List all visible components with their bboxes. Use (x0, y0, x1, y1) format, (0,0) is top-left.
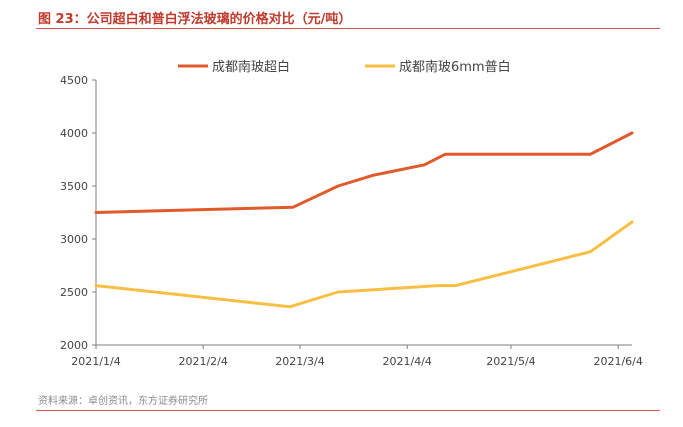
y-tick-label: 4000 (60, 127, 88, 140)
series-line-1 (94, 131, 634, 214)
x-tick-label: 2021/4/4 (383, 355, 432, 368)
chart-legend: 成都南玻超白 成都南玻6mm普白 (178, 59, 511, 75)
x-tick-label: 2021/3/4 (275, 355, 324, 368)
x-tick-label: 2021/1/4 (71, 355, 120, 368)
figure-title: 图 23：公司超白和普白浮法玻璃的价格对比（元/吨） (38, 12, 352, 27)
x-tick-label: 2021/5/4 (486, 355, 535, 368)
bottom-divider (36, 410, 660, 411)
source-note: 资料来源：卓创资讯，东方证券研究所 (38, 396, 208, 407)
x-tick-label: 2021/6/4 (593, 355, 642, 368)
y-tick-label: 3500 (60, 180, 88, 193)
top-divider (36, 28, 660, 29)
y-tick-label: 2500 (60, 286, 88, 299)
legend-label-2: 成都南玻6mm普白 (399, 59, 511, 75)
chart-axes: 2000 2500 3000 3500 4000 4500 2021/1/4 2021/2/4… (60, 74, 643, 368)
x-tick-label: 2021/2/4 (178, 355, 227, 368)
series-line-2 (94, 220, 634, 309)
y-tick-label: 3000 (60, 233, 88, 246)
y-tick-label: 2000 (60, 339, 88, 352)
chart-series (94, 131, 634, 309)
legend-label-1: 成都南玻超白 (212, 59, 290, 75)
y-tick-label: 4500 (60, 74, 88, 87)
